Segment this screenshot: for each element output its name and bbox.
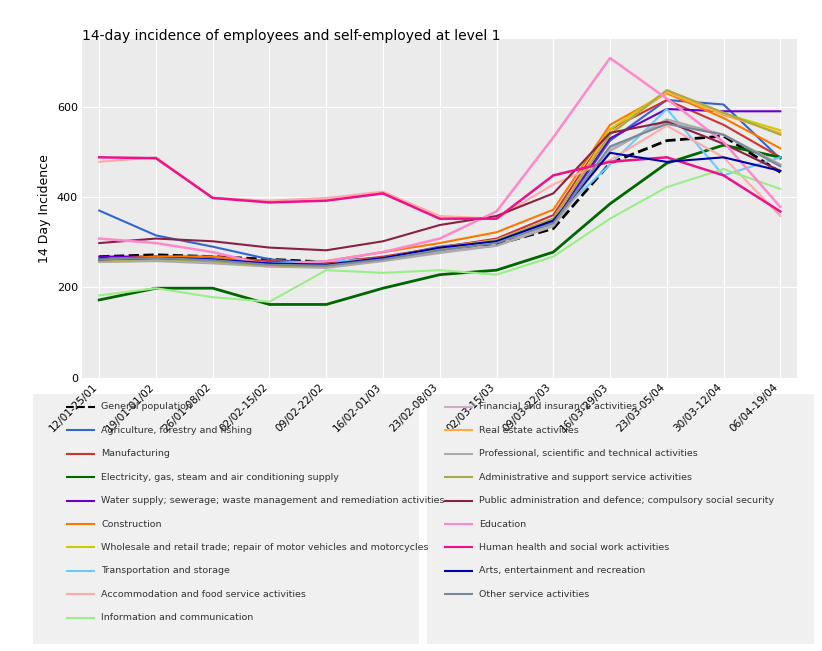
Text: Manufacturing: Manufacturing — [101, 449, 170, 458]
Text: Transportation and storage: Transportation and storage — [101, 566, 230, 575]
Text: General population: General population — [101, 402, 192, 411]
Text: Public administration and defence; compulsory social security: Public administration and defence; compu… — [479, 496, 774, 505]
Text: 14-day incidence of employees and self-employed at level 1: 14-day incidence of employees and self-e… — [82, 29, 501, 44]
Text: Water supply; sewerage; waste management and remediation activities: Water supply; sewerage; waste management… — [101, 496, 445, 505]
Text: Administrative and support service activities: Administrative and support service activ… — [479, 473, 692, 482]
Text: Information and communication: Information and communication — [101, 613, 253, 622]
Text: Arts, entertainment and recreation: Arts, entertainment and recreation — [479, 566, 645, 575]
Text: Other service activities: Other service activities — [479, 590, 589, 599]
Text: Professional, scientific and technical activities: Professional, scientific and technical a… — [479, 449, 698, 458]
Text: Construction: Construction — [101, 519, 162, 529]
Text: Real estate activities: Real estate activities — [479, 426, 579, 435]
Y-axis label: 14 Day Incidence: 14 Day Incidence — [39, 154, 51, 263]
Text: Financial and insurance activities: Financial and insurance activities — [479, 402, 637, 411]
Text: Education: Education — [479, 519, 526, 529]
Text: Electricity, gas, steam and air conditioning supply: Electricity, gas, steam and air conditio… — [101, 473, 339, 482]
Text: Agriculture, forestry and fishing: Agriculture, forestry and fishing — [101, 426, 252, 435]
Text: Accommodation and food service activities: Accommodation and food service activitie… — [101, 590, 306, 599]
Text: Wholesale and retail trade; repair of motor vehicles and motorcycles: Wholesale and retail trade; repair of mo… — [101, 543, 428, 552]
Text: Human health and social work activities: Human health and social work activities — [479, 543, 669, 552]
